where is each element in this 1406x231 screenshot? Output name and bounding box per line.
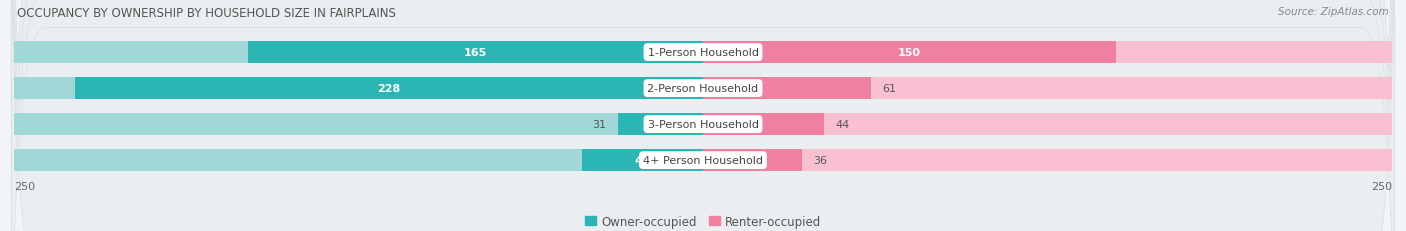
Text: 44: 44 (835, 120, 849, 130)
Text: 250: 250 (1371, 181, 1392, 191)
Bar (703, 78, 872, 100)
Bar (703, 42, 1392, 64)
Bar (703, 113, 824, 136)
Text: 61: 61 (882, 84, 896, 94)
Bar (703, 113, 1392, 136)
Text: Source: ZipAtlas.com: Source: ZipAtlas.com (1278, 7, 1389, 17)
Bar (14, 149, 703, 172)
FancyBboxPatch shape (11, 0, 1395, 231)
Text: 44: 44 (634, 155, 650, 165)
Bar (14, 78, 703, 100)
Text: 250: 250 (14, 181, 35, 191)
Bar (703, 42, 1116, 64)
Text: 165: 165 (464, 48, 488, 58)
Bar (75, 78, 703, 100)
Text: 228: 228 (377, 84, 401, 94)
Text: OCCUPANCY BY OWNERSHIP BY HOUSEHOLD SIZE IN FAIRPLAINS: OCCUPANCY BY OWNERSHIP BY HOUSEHOLD SIZE… (17, 7, 395, 20)
FancyBboxPatch shape (11, 0, 1395, 231)
Bar (14, 113, 703, 136)
Bar (14, 42, 703, 64)
Bar (703, 149, 1392, 172)
FancyBboxPatch shape (11, 0, 1395, 231)
Text: 2-Person Household: 2-Person Household (647, 84, 759, 94)
Text: 3-Person Household: 3-Person Household (648, 120, 758, 130)
Bar (582, 149, 703, 172)
Text: 4+ Person Household: 4+ Person Household (643, 155, 763, 165)
FancyBboxPatch shape (11, 0, 1395, 231)
Text: 36: 36 (813, 155, 827, 165)
Bar (249, 42, 703, 64)
Bar (703, 149, 803, 172)
Text: 150: 150 (898, 48, 921, 58)
Text: 1-Person Household: 1-Person Household (648, 48, 758, 58)
Bar (617, 113, 703, 136)
Legend: Owner-occupied, Renter-occupied: Owner-occupied, Renter-occupied (579, 210, 827, 231)
Text: 31: 31 (592, 120, 606, 130)
Bar (703, 78, 1392, 100)
